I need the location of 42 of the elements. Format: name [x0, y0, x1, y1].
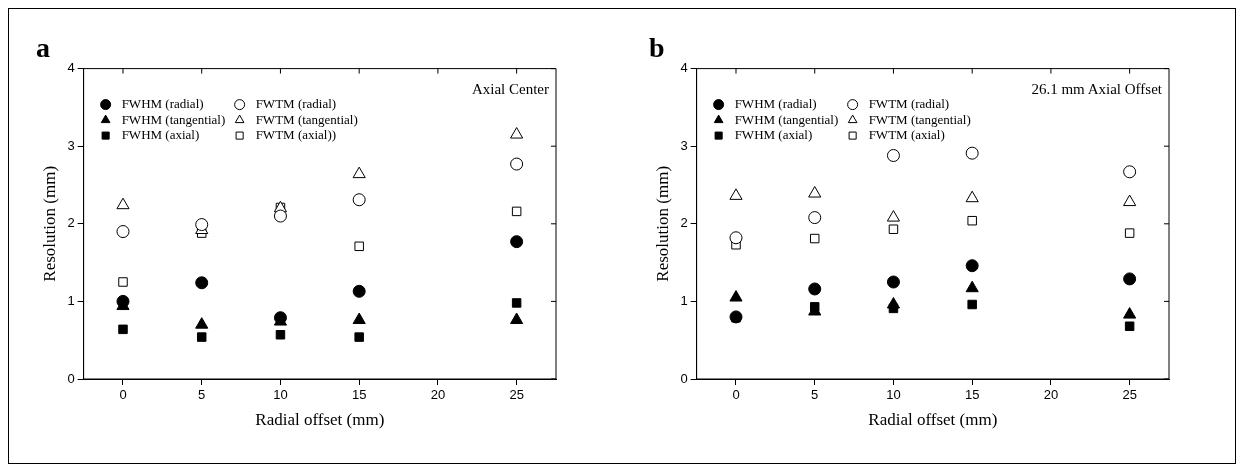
annotation: Axial Center — [471, 80, 549, 97]
legend-label: FWHM (axial) — [121, 127, 199, 143]
x-tick-label: 20 — [1043, 387, 1058, 403]
y-tick-label: 0 — [66, 370, 75, 386]
x-tick-label: 5 — [197, 387, 205, 403]
legend-label: FWHM (tangential) — [121, 111, 225, 127]
y-tick-label: 4 — [66, 60, 75, 76]
legend-label: FWTM (axial) — [868, 127, 945, 143]
legend-label: FWTM (tangential) — [255, 111, 358, 127]
x-tick-label: 15 — [351, 387, 366, 403]
y-tick-label: 1 — [66, 292, 75, 308]
x-tick-label: 15 — [964, 387, 979, 403]
legend-label: FWTM (radial) — [255, 96, 336, 112]
legend-label: FWHM (axial) — [734, 127, 812, 143]
y-tick-label: 2 — [679, 215, 688, 231]
annotation: 26.1 mm Axial Offset — [1030, 80, 1163, 97]
x-tick-label: 0 — [118, 387, 127, 403]
y-axis-title: Resolution (mm) — [652, 165, 672, 282]
legend-label: FWHM (radial) — [734, 96, 817, 112]
x-tick-label: 25 — [508, 387, 524, 403]
y-tick-label: 0 — [679, 370, 688, 386]
legend-label: FWTM (tangential) — [868, 111, 971, 127]
legend-label: FWTM (axial)) — [255, 127, 336, 143]
x-tick-label: 20 — [430, 387, 445, 403]
y-tick-label: 3 — [66, 137, 75, 153]
x-tick-label: 5 — [810, 387, 818, 403]
x-tick-label: 25 — [1121, 387, 1137, 403]
legend-label: FWTM (radial) — [868, 96, 949, 112]
x-tick-label: 10 — [272, 387, 288, 403]
x-axis-title: Radial offset (mm) — [254, 410, 384, 430]
legend-label: FWHM (radial) — [121, 96, 204, 112]
y-tick-label: 2 — [66, 215, 75, 231]
y-tick-label: 3 — [679, 137, 688, 153]
y-tick-label: 1 — [679, 292, 688, 308]
y-axis-title: Resolution (mm) — [39, 165, 59, 282]
x-tick-label: 0 — [731, 387, 740, 403]
y-tick-label: 4 — [679, 60, 688, 76]
chart-title: a — [35, 32, 50, 64]
x-axis-title: Radial offset (mm) — [867, 410, 997, 430]
chart-title: b — [648, 32, 665, 64]
legend-label: FWHM (tangential) — [734, 111, 838, 127]
x-tick-label: 10 — [885, 387, 901, 403]
